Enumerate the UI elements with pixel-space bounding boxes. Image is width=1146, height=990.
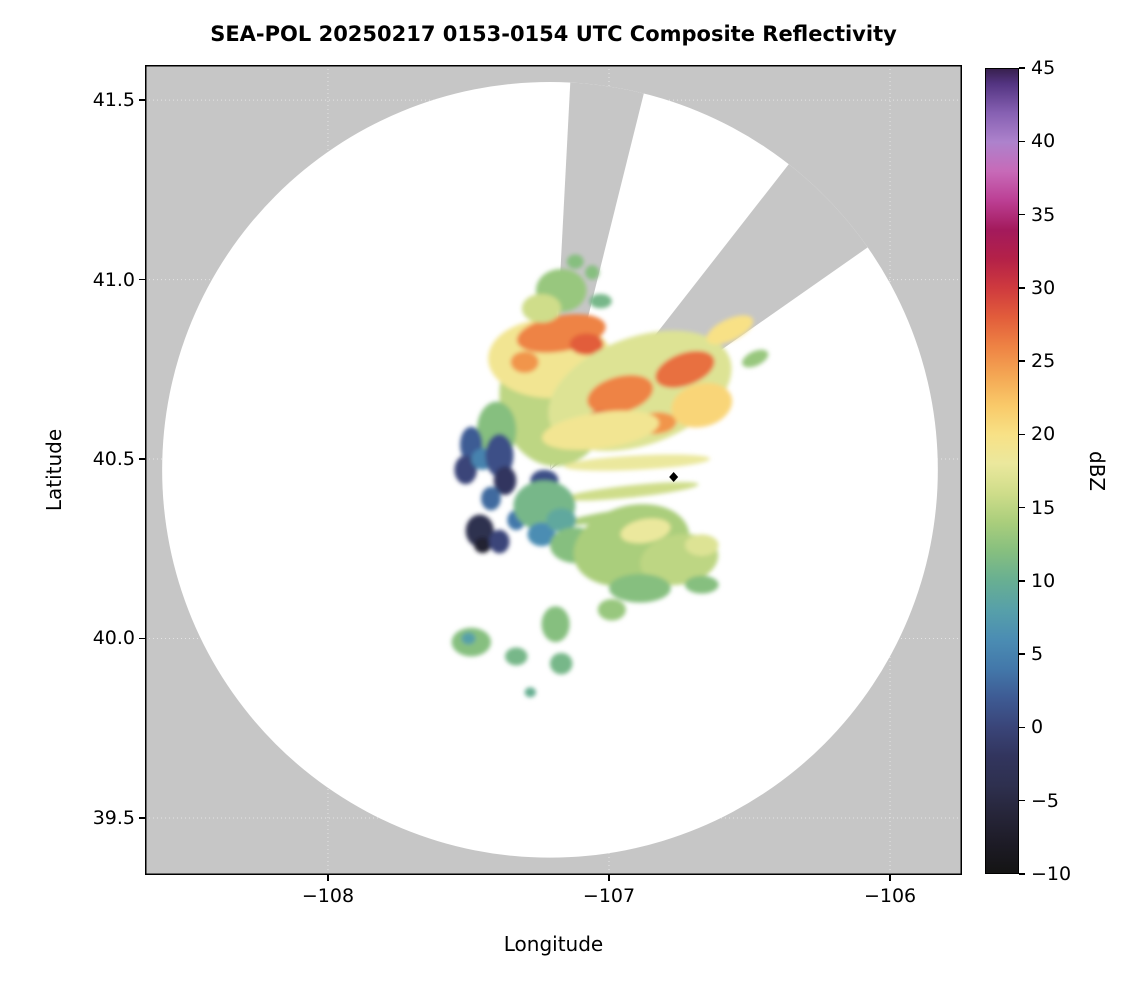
echo-blob [684,534,719,556]
echo-blob [485,433,514,477]
colorbar-label: dBZ [1085,450,1109,492]
colorbar-tick-label: 20 [1031,423,1056,446]
echo-blob [510,351,539,373]
echo-blob [461,632,476,645]
colorbar-tick-mark [1019,580,1025,582]
colorbar-tick-label: 45 [1031,57,1056,79]
x-tick-label: −107 [582,885,636,907]
plot-border [145,65,962,875]
gridlines [145,65,962,875]
colorbar-tick-mark [1019,873,1025,875]
colorbar-tick-label: −5 [1031,789,1060,812]
colorbar-tick-label: 5 [1031,643,1044,666]
colorbar-tick-label: 30 [1031,276,1056,299]
y-tick-mark [139,817,145,819]
colorbar-tick-mark [1019,140,1025,143]
colorbar-tick-label: 35 [1031,203,1056,226]
x-axis-label: Longitude [503,932,604,956]
reflectivity-echoes [451,254,769,698]
colorbar-tick-label: 40 [1031,130,1056,153]
echo-blob [597,599,626,621]
colorbar-tick-mark [1019,287,1025,289]
echo-blob [742,349,769,368]
colorbar-tick-label: 15 [1031,496,1056,519]
echo-blob [489,529,510,554]
y-tick-mark [139,458,145,460]
colorbar-gradient [986,69,1018,873]
echo-blob [546,508,577,532]
echo-blob [481,486,501,511]
colorbar-tick-mark [1019,726,1025,729]
echo-blob [655,350,715,388]
y-tick-mark [139,637,145,640]
echo-blob [684,575,719,594]
y-tick-label: 41.5 [92,89,135,112]
y-tick-label: 41.0 [92,268,135,291]
echo-blob [589,293,612,309]
station-marker [669,471,679,482]
x-tick-mark [327,875,329,881]
echo-blob [609,573,671,603]
colorbar-tick-mark [1019,433,1025,436]
x-tick-mark [608,875,610,881]
echo-blob [564,482,699,501]
echo-blob [569,333,604,355]
echo-blob [524,687,536,698]
colorbar-tick-label: −10 [1031,863,1072,885]
echo-blob [585,265,600,280]
colorbar-tick-mark [1019,799,1025,802]
echo-blob [549,652,573,675]
colorbar-tick-label: 10 [1031,569,1056,592]
colorbar [985,68,1019,874]
x-tick-label: −106 [863,885,917,907]
echo-blob [474,537,491,554]
echo-blob [566,254,584,269]
echo-blob [505,647,528,666]
echo-blob [541,606,570,643]
x-tick-mark [889,875,891,881]
colorbar-tick-label: 0 [1031,716,1044,739]
y-tick-label: 40.5 [92,448,135,471]
echo-blob [454,455,477,485]
colorbar-tick-label: 25 [1031,350,1056,373]
radar-plot-svg [145,65,962,875]
y-tick-label: 39.5 [92,806,135,829]
colorbar-tick-mark [1019,506,1025,509]
echo-blob [706,315,754,345]
radar-plot [145,65,962,875]
x-tick-label: −108 [301,885,355,907]
echo-blob [620,518,671,544]
plot-title: SEA-POL 20250217 0153-0154 UTC Composite… [210,22,897,46]
colorbar-tick-mark [1019,67,1025,69]
echo-blob [521,293,562,323]
y-tick-mark [139,99,145,101]
y-tick-label: 40.0 [92,627,135,650]
y-tick-mark [139,278,145,281]
echo-blob [527,522,556,547]
echo-blob [587,375,654,414]
echo-blob [493,466,517,495]
colorbar-tick-mark [1019,213,1025,216]
echo-blob [542,410,660,450]
colorbar-tick-mark [1019,360,1025,362]
colorbar-tick-mark [1019,653,1025,655]
echo-blob [671,382,733,428]
